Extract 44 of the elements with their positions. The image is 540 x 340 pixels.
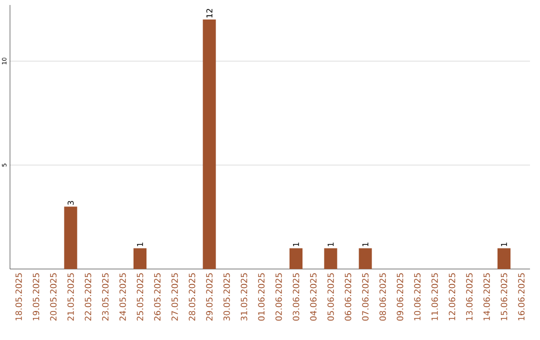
x-tick-label: 16.06.2025 <box>518 273 525 320</box>
bar <box>134 248 146 269</box>
x-tick-label: 29.05.2025 <box>206 273 213 321</box>
x-tick-label: 03.06.2025 <box>292 273 300 321</box>
x-tick-label: 24.05.2025 <box>119 273 126 321</box>
x-tick-label: 26.05.2025 <box>154 273 161 321</box>
x-tick-label: 04.06.2025 <box>310 273 317 321</box>
bar <box>324 248 338 269</box>
x-tick-label: 10.06.2025 <box>414 273 421 320</box>
data-label: 1 <box>501 242 507 246</box>
x-tick-label: 05.06.2025 <box>327 273 334 321</box>
x-tick-label: 01.06.2025 <box>258 273 265 321</box>
bar <box>290 248 303 269</box>
x-tick-label: 20.05.2025 <box>50 273 57 321</box>
data-label: 1 <box>293 242 299 246</box>
x-tick-label: 09.06.2025 <box>396 273 404 321</box>
x-tick-label: 27.05.2025 <box>171 273 178 321</box>
bar <box>202 20 216 269</box>
x-tick-label: 07.06.2025 <box>362 273 369 321</box>
x-tick-label: 11.06.2025 <box>431 273 438 320</box>
data-label: 12 <box>206 8 212 18</box>
bar <box>498 248 510 269</box>
bar <box>64 206 78 269</box>
bar <box>358 248 372 269</box>
x-tick-label: 14.06.2025 <box>483 273 490 320</box>
x-tick-label: 08.06.2025 <box>379 273 386 321</box>
x-tick-label: 18.05.2025 <box>15 273 22 320</box>
x-tick-label: 12.06.2025 <box>448 273 456 320</box>
x-tick-label: 02.06.2025 <box>275 273 282 321</box>
x-tick-label: 15.06.2025 <box>500 273 508 320</box>
data-label: 1 <box>137 242 143 246</box>
x-tick-label: 31.05.2025 <box>240 273 248 321</box>
x-tick-label: 23.05.2025 <box>102 273 109 321</box>
x-tick-label: 30.05.2025 <box>223 273 230 321</box>
data-label: 1 <box>328 242 334 246</box>
x-tick-label: 06.06.2025 <box>344 273 352 321</box>
x-tick-label: 21.05.2025 <box>67 273 74 321</box>
x-tick-label: 13.06.2025 <box>466 273 473 320</box>
x-tick-label: 19.05.2025 <box>32 273 40 320</box>
data-label: 1 <box>362 242 368 246</box>
x-tick-label: 28.05.2025 <box>188 273 196 321</box>
x-tick-label: 22.05.2025 <box>84 273 92 321</box>
data-label: 3 <box>68 200 74 205</box>
x-tick-label: 25.05.2025 <box>136 273 144 321</box>
